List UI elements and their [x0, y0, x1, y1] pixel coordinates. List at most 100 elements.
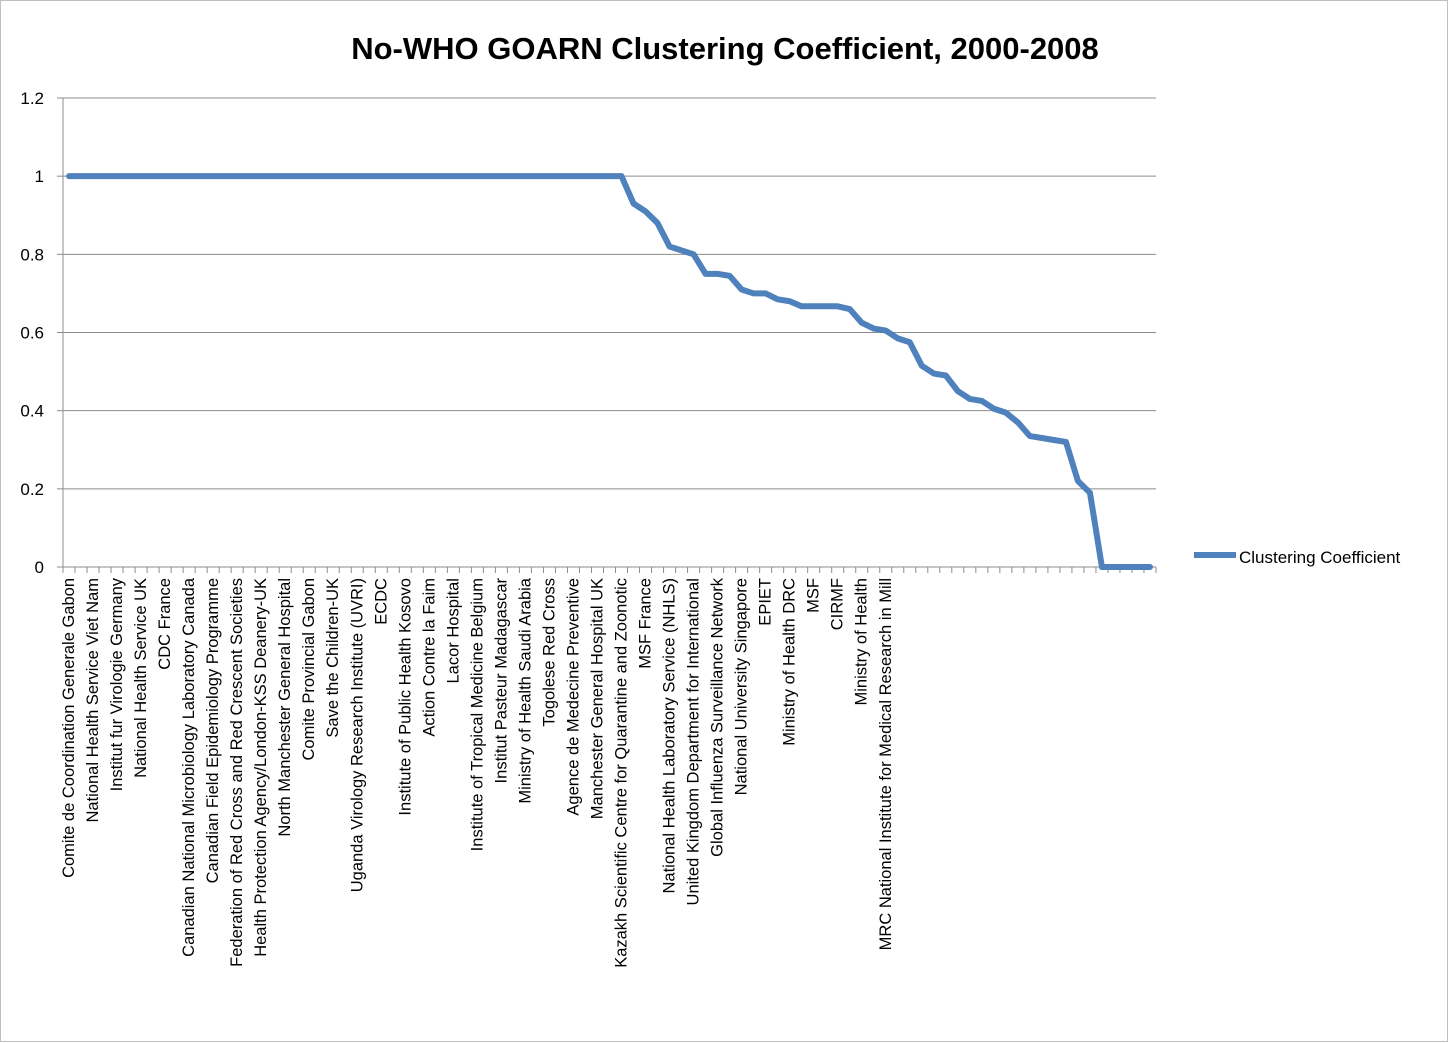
data-point-29: [416, 175, 418, 177]
data-point-57: [753, 292, 755, 294]
x-tick-label-25: National Health Laboratory Service (NHLS…: [661, 578, 679, 893]
y-tick-label-5: 1: [35, 167, 44, 186]
axes: [57, 97, 1157, 573]
data-point-14: [236, 175, 238, 177]
x-tick-label-28: National University Singapore: [733, 578, 751, 795]
series-layer: [66, 173, 1153, 570]
data-point-1: [80, 175, 82, 177]
data-point-79: [1017, 421, 1019, 423]
data-point-13: [224, 175, 226, 177]
data-point-7: [152, 175, 154, 177]
x-tick-label-10: Comite Provincial Gabon: [300, 578, 318, 761]
data-point-53: [705, 273, 707, 275]
y-tick-label-1: 0.2: [20, 480, 44, 499]
data-point-80: [1029, 435, 1031, 437]
y-tick-label-0: 0: [35, 558, 44, 577]
data-point-15: [248, 175, 250, 177]
x-tick-label-33: Ministry of Health: [853, 578, 871, 705]
data-point-41: [560, 175, 562, 177]
data-point-27: [392, 175, 394, 177]
data-point-47: [633, 203, 635, 205]
data-point-38: [524, 175, 526, 177]
data-point-39: [536, 175, 538, 177]
x-tick-label-29: EPIET: [757, 578, 775, 626]
data-point-88: [1125, 566, 1127, 568]
data-point-24: [356, 175, 358, 177]
data-point-31: [440, 175, 442, 177]
x-tick-label-15: Action Contre la Faim: [420, 578, 438, 737]
data-point-61: [801, 305, 803, 307]
x-tick-label-6: Canadian Field Epidemiology Programme: [204, 578, 222, 883]
data-point-85: [1089, 492, 1091, 494]
data-point-35: [488, 175, 490, 177]
data-point-16: [260, 175, 262, 177]
data-point-43: [584, 175, 586, 177]
data-point-72: [933, 373, 935, 375]
x-tick-label-21: Agence de Medecine Preventive: [564, 578, 582, 816]
data-point-58: [765, 292, 767, 294]
data-point-75: [969, 398, 971, 400]
x-tick-label-31: MSF: [805, 578, 823, 613]
data-point-8: [164, 175, 166, 177]
x-tick-label-0: Comite de Coordination Generale Gabon: [60, 578, 78, 878]
y-tick-label-2: 0.4: [20, 402, 44, 421]
data-point-77: [993, 408, 995, 410]
data-point-34: [476, 175, 478, 177]
data-point-18: [284, 175, 286, 177]
y-tick-label-4: 0.8: [20, 245, 44, 264]
x-tick-label-16: Lacor Hospital: [444, 578, 462, 683]
data-point-25: [368, 175, 370, 177]
x-tick-label-24: MSF France: [637, 578, 655, 669]
data-point-17: [272, 175, 274, 177]
x-tick-label-19: Ministry of Health Saudi Arabia: [516, 577, 534, 803]
data-point-46: [621, 175, 623, 177]
data-point-0: [68, 175, 70, 177]
x-tick-label-22: Manchester General Hospital UK: [588, 578, 606, 819]
x-tick-label-30: Ministry of Health DRC: [781, 578, 799, 746]
data-point-48: [645, 210, 647, 212]
x-tick-label-27: Global Influenza Surveillance Network: [709, 577, 727, 857]
data-point-63: [825, 305, 827, 307]
data-point-3: [104, 175, 106, 177]
data-point-20: [308, 175, 310, 177]
data-point-4: [116, 175, 118, 177]
legend: Clustering Coefficient: [1194, 548, 1401, 567]
data-point-60: [789, 300, 791, 302]
data-point-87: [1113, 566, 1115, 568]
y-axis-tick-labels: 0 0.2 0.4 0.6 0.8 1 1.2: [20, 89, 44, 577]
data-point-68: [885, 330, 887, 332]
data-point-30: [428, 175, 430, 177]
data-point-65: [849, 308, 851, 310]
data-point-28: [404, 175, 406, 177]
x-tick-label-32: CIRMF: [829, 578, 847, 630]
data-point-84: [1077, 480, 1079, 482]
x-tick-label-3: National Health Service UK: [132, 578, 150, 778]
series-line-clustering-coefficient: [66, 173, 1153, 570]
y-tick-label-3: 0.6: [20, 324, 44, 343]
data-point-54: [717, 273, 719, 275]
data-point-59: [777, 298, 779, 300]
data-point-51: [681, 249, 683, 251]
data-point-52: [693, 253, 695, 255]
data-point-67: [873, 328, 875, 330]
x-tick-label-17: Institute of Tropical Medicine Belgium: [468, 578, 486, 851]
data-point-70: [909, 341, 911, 343]
x-tick-label-4: CDC France: [156, 578, 174, 670]
data-point-78: [1005, 412, 1007, 414]
y-tick-label-6: 1.2: [20, 89, 44, 108]
data-point-56: [741, 289, 743, 291]
data-point-45: [609, 175, 610, 177]
chart-title: No-WHO GOARN Clustering Coefficient, 200…: [351, 31, 1099, 66]
data-point-49: [657, 222, 659, 224]
data-point-37: [512, 175, 514, 177]
x-tick-label-34: MRC National Institute for Medical Resea…: [877, 578, 895, 950]
data-point-6: [140, 175, 142, 177]
data-point-32: [452, 175, 454, 177]
x-tick-label-12: Uganda Virology Research Institute (UVRI…: [348, 578, 366, 892]
data-point-50: [669, 246, 671, 248]
data-point-12: [212, 175, 214, 177]
data-point-5: [128, 175, 130, 177]
x-tick-label-20: Togolese Red Cross: [540, 578, 558, 727]
data-point-10: [188, 175, 190, 177]
